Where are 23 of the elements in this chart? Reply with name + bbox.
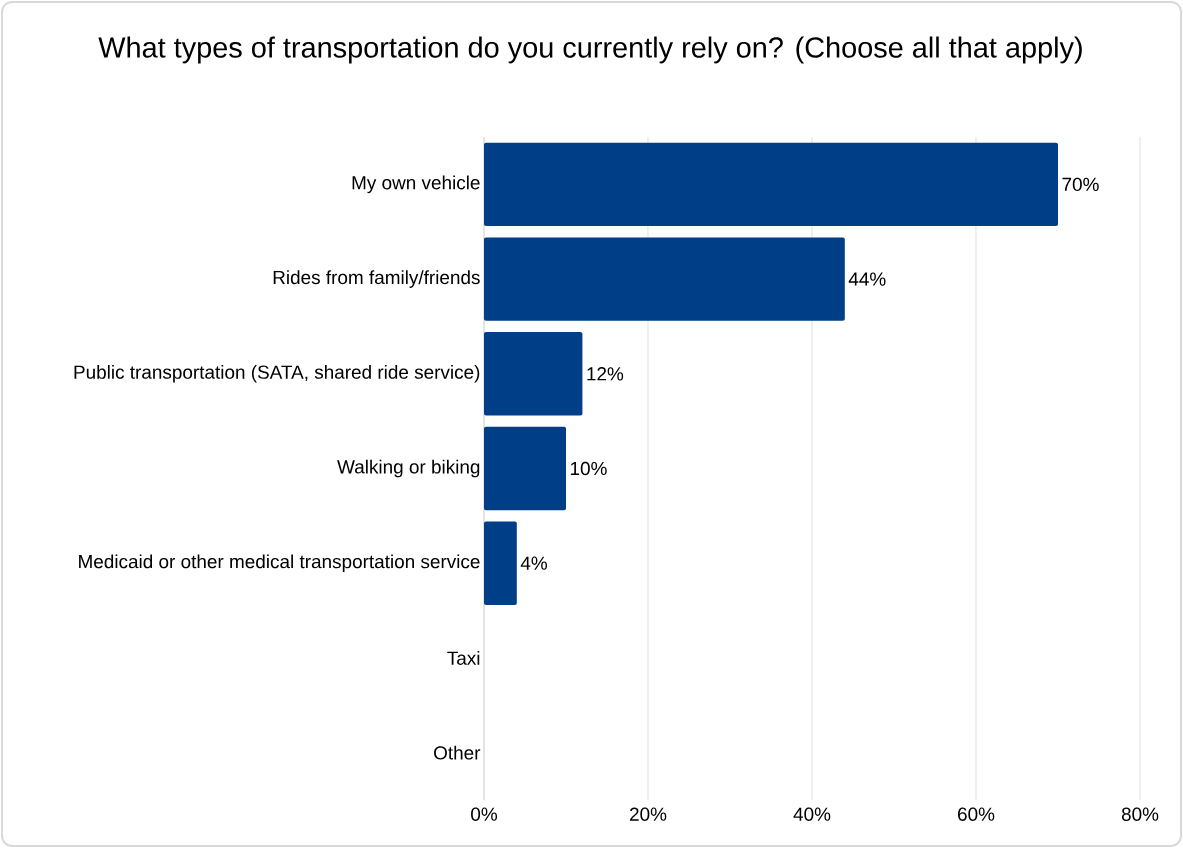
- bar: [484, 521, 517, 605]
- data-label: 4%: [520, 556, 548, 570]
- data-label: 70%: [1062, 177, 1099, 192]
- y-tick-label: Public transportation (SATA, shared ride service): [74, 364, 480, 383]
- y-tick-label: Medicaid or other medical transportation service: [79, 554, 480, 573]
- y-tick-label: Rides from family/friends: [273, 270, 480, 288]
- x-tick-label: 80%: [1121, 807, 1159, 821]
- data-label: 12%: [587, 367, 624, 381]
- data-label: 44%: [848, 272, 886, 286]
- x-tick-label: 40%: [793, 807, 831, 821]
- x-tick-label: 20%: [630, 807, 667, 821]
- y-tick-label: My own vehicle: [352, 175, 480, 194]
- y-tick-label: Other: [434, 745, 481, 760]
- y-tick-label: Walking or biking: [337, 459, 480, 478]
- x-tick-label: 0%: [471, 807, 498, 821]
- bar: [484, 237, 845, 321]
- bar: [484, 426, 567, 511]
- bar: [484, 332, 583, 416]
- data-label: 10%: [570, 461, 607, 476]
- x-tick-label: 60%: [958, 807, 995, 821]
- y-tick-label: Taxi: [447, 650, 480, 665]
- chart-title: What types of transportation do you currently rely on? (Choose all that apply): [98, 36, 1082, 64]
- bar: [484, 142, 1059, 227]
